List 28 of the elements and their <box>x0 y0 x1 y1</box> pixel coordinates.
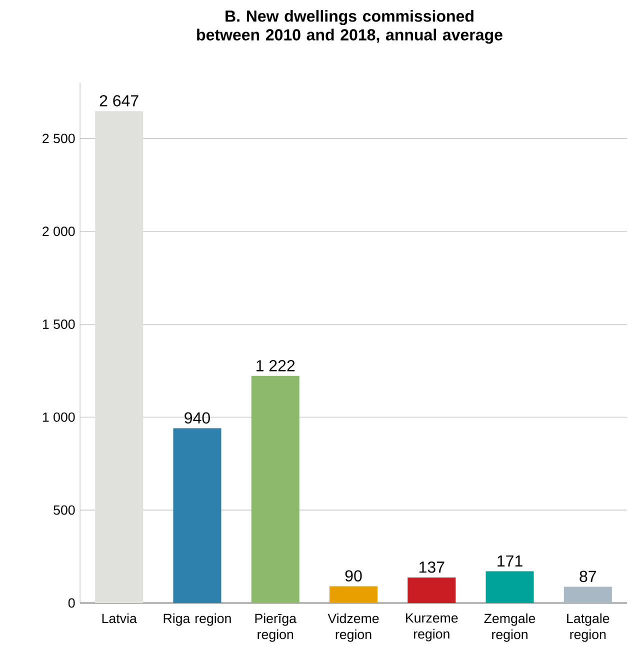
data-label: 2 647 <box>100 95 138 106</box>
y-tick-label: 1 500 <box>42 320 75 329</box>
x-tick-label: Latgale region <box>566 613 610 642</box>
y-tick-label: 500 <box>53 505 75 515</box>
data-label: 137 <box>419 561 444 573</box>
bar <box>486 571 534 603</box>
x-tick-label: Vidzeme region <box>328 613 379 642</box>
bar <box>329 586 378 603</box>
bar <box>94 111 143 603</box>
bar <box>564 586 612 603</box>
y-tick-label: 2 000 <box>42 226 75 236</box>
bar <box>173 428 222 603</box>
x-tick-label: Kurzeme region <box>406 613 458 642</box>
y-tick-label: 1 000 <box>42 412 75 422</box>
data-label: 171 <box>497 555 522 566</box>
data-label: 90 <box>345 570 362 582</box>
x-tick-label: Latvia <box>102 613 137 624</box>
data-label: 940 <box>184 412 210 424</box>
bar <box>251 376 300 603</box>
y-tick-label: 2 500 <box>42 134 75 144</box>
chart-title: B. New dwellings commissioned between 2010 and 2018, annual average <box>196 10 502 44</box>
y-tick-label: 0 <box>68 598 75 608</box>
data-label: 1 222 <box>256 360 294 372</box>
x-tick-label: Zemgale region <box>484 613 535 642</box>
bar <box>407 578 456 603</box>
x-tick-label: Riga region <box>164 613 231 626</box>
x-tick-label: Pierīga region <box>255 613 296 642</box>
data-label: 87 <box>580 570 596 582</box>
